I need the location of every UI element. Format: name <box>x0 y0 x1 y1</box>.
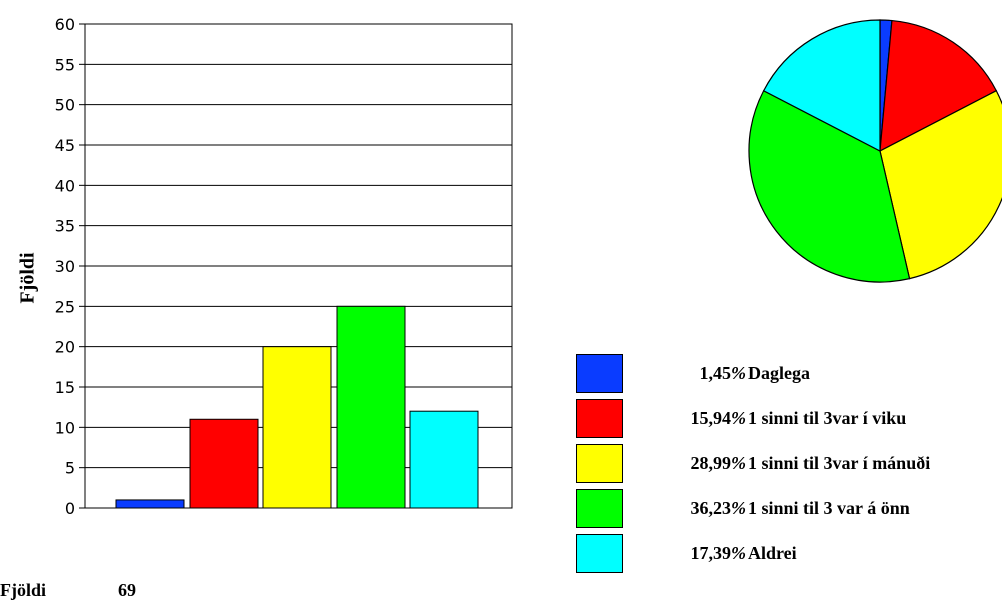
legend-swatch <box>576 489 623 528</box>
legend-label: 1 sinni til 3 var á önn <box>748 498 910 518</box>
y-tick-label: 45 <box>55 136 75 155</box>
legend-percent: 1,45% <box>699 363 747 383</box>
bar <box>409 410 479 509</box>
plot-border <box>84 23 513 509</box>
y-tick-label: 55 <box>55 55 75 74</box>
y-tick-label: 35 <box>55 217 75 236</box>
legend-swatch <box>576 354 623 393</box>
legend-label: 1 sinni til 3var í viku <box>748 408 907 428</box>
legend-label: Aldrei <box>748 543 797 563</box>
legend-percent: 28,99% <box>690 453 747 473</box>
pie-slice <box>748 89 911 283</box>
y-tick-label: 50 <box>55 96 75 115</box>
y-tick-label: 5 <box>65 459 75 478</box>
y-tick-label: 30 <box>55 257 75 276</box>
legend-label: 1 sinni til 3var í mánuði <box>748 453 931 473</box>
bar <box>115 499 185 509</box>
total-label: Fjöldi <box>0 580 47 600</box>
legend-percent: 36,23% <box>690 498 747 518</box>
legend-swatch <box>576 444 623 483</box>
y-axis-label: Fjöldi <box>16 252 39 304</box>
pie-slice <box>762 19 881 152</box>
y-tick-label: 20 <box>55 338 75 357</box>
legend-swatch <box>576 399 623 438</box>
legend-label: Daglega <box>748 363 810 383</box>
y-tick-label: 60 <box>55 15 75 34</box>
legend-percent: 17,39% <box>690 543 747 563</box>
bar <box>262 346 332 509</box>
y-tick-label: 0 <box>65 499 75 518</box>
pie-slice <box>879 89 1002 280</box>
legend-swatch <box>576 534 623 573</box>
bar <box>189 418 259 509</box>
y-tick-label: 40 <box>55 176 75 195</box>
y-tick-label: 15 <box>55 378 75 397</box>
y-tick-label: 10 <box>55 418 75 437</box>
bar-chart: 0 5 10 15 20 25 30 35 40 45 50 55 60 <box>55 15 513 518</box>
bar <box>336 305 406 509</box>
legend-percent: 15,94% <box>690 408 747 428</box>
total-value: 69 <box>118 580 137 600</box>
y-tick-label: 25 <box>55 297 75 316</box>
pie-chart <box>748 19 1002 283</box>
pie-slice <box>879 19 998 153</box>
